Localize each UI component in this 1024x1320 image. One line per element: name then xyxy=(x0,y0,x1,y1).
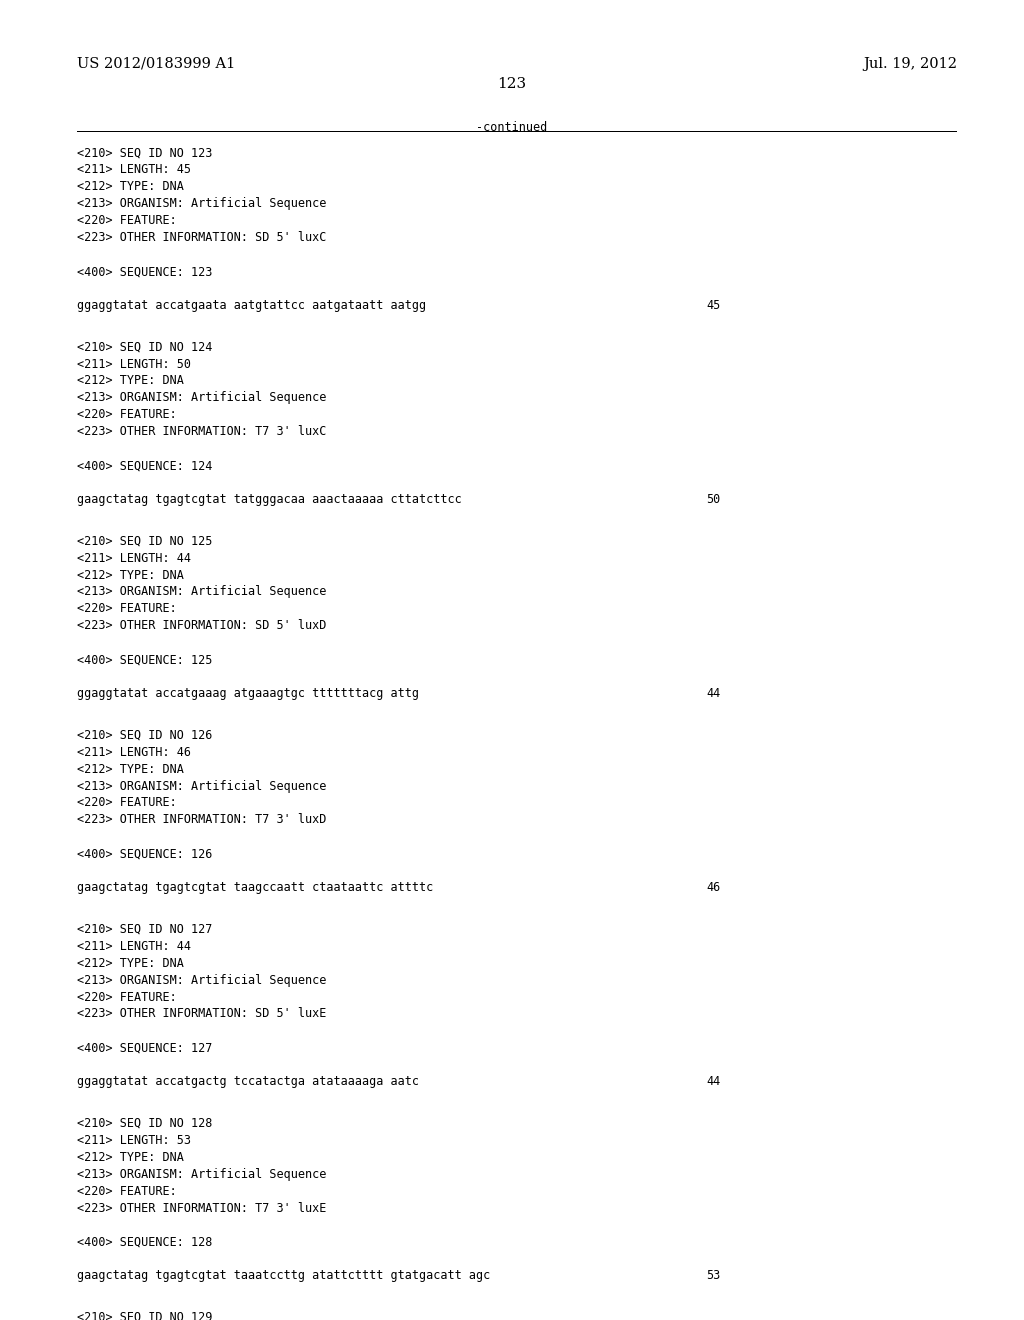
Text: 44: 44 xyxy=(707,688,721,700)
Text: <213> ORGANISM: Artificial Sequence: <213> ORGANISM: Artificial Sequence xyxy=(77,780,327,792)
Text: <210> SEQ ID NO 128: <210> SEQ ID NO 128 xyxy=(77,1117,212,1130)
Text: 50: 50 xyxy=(707,494,721,506)
Text: <400> SEQUENCE: 125: <400> SEQUENCE: 125 xyxy=(77,653,212,667)
Text: <400> SEQUENCE: 124: <400> SEQUENCE: 124 xyxy=(77,459,212,473)
Text: <210> SEQ ID NO 125: <210> SEQ ID NO 125 xyxy=(77,535,212,548)
Text: <223> OTHER INFORMATION: SD 5' luxD: <223> OTHER INFORMATION: SD 5' luxD xyxy=(77,619,327,632)
Text: <220> FEATURE:: <220> FEATURE: xyxy=(77,796,176,809)
Text: <211> LENGTH: 44: <211> LENGTH: 44 xyxy=(77,940,190,953)
Text: ggaggtatat accatgactg tccatactga atataaaaga aatc: ggaggtatat accatgactg tccatactga atataaa… xyxy=(77,1076,419,1088)
Text: <213> ORGANISM: Artificial Sequence: <213> ORGANISM: Artificial Sequence xyxy=(77,1168,327,1180)
Text: <210> SEQ ID NO 123: <210> SEQ ID NO 123 xyxy=(77,147,212,160)
Text: <212> TYPE: DNA: <212> TYPE: DNA xyxy=(77,763,183,776)
Text: <220> FEATURE:: <220> FEATURE: xyxy=(77,990,176,1003)
Text: <213> ORGANISM: Artificial Sequence: <213> ORGANISM: Artificial Sequence xyxy=(77,974,327,986)
Text: Jul. 19, 2012: Jul. 19, 2012 xyxy=(863,57,957,71)
Text: gaagctatag tgagtcgtat taaatccttg atattctttt gtatgacatt agc: gaagctatag tgagtcgtat taaatccttg atattct… xyxy=(77,1270,490,1282)
Text: <213> ORGANISM: Artificial Sequence: <213> ORGANISM: Artificial Sequence xyxy=(77,392,327,404)
Text: US 2012/0183999 A1: US 2012/0183999 A1 xyxy=(77,57,236,71)
Text: <213> ORGANISM: Artificial Sequence: <213> ORGANISM: Artificial Sequence xyxy=(77,586,327,598)
Text: <210> SEQ ID NO 127: <210> SEQ ID NO 127 xyxy=(77,923,212,936)
Text: <212> TYPE: DNA: <212> TYPE: DNA xyxy=(77,569,183,582)
Text: <220> FEATURE:: <220> FEATURE: xyxy=(77,408,176,421)
Text: <223> OTHER INFORMATION: T7 3' luxE: <223> OTHER INFORMATION: T7 3' luxE xyxy=(77,1201,327,1214)
Text: <212> TYPE: DNA: <212> TYPE: DNA xyxy=(77,375,183,388)
Text: <211> LENGTH: 50: <211> LENGTH: 50 xyxy=(77,358,190,371)
Text: 45: 45 xyxy=(707,300,721,312)
Text: ggaggtatat accatgaata aatgtattcc aatgataatt aatgg: ggaggtatat accatgaata aatgtattcc aatgata… xyxy=(77,300,426,312)
Text: <210> SEQ ID NO 129: <210> SEQ ID NO 129 xyxy=(77,1311,212,1320)
Text: <211> LENGTH: 46: <211> LENGTH: 46 xyxy=(77,746,190,759)
Text: 44: 44 xyxy=(707,1076,721,1088)
Text: <220> FEATURE:: <220> FEATURE: xyxy=(77,214,176,227)
Text: gaagctatag tgagtcgtat tatgggacaa aaactaaaaa cttatcttcc: gaagctatag tgagtcgtat tatgggacaa aaactaa… xyxy=(77,494,462,506)
Text: <223> OTHER INFORMATION: SD 5' luxE: <223> OTHER INFORMATION: SD 5' luxE xyxy=(77,1007,327,1020)
Text: <212> TYPE: DNA: <212> TYPE: DNA xyxy=(77,1151,183,1164)
Text: <220> FEATURE:: <220> FEATURE: xyxy=(77,1184,176,1197)
Text: 53: 53 xyxy=(707,1270,721,1282)
Text: <223> OTHER INFORMATION: T7 3' luxC: <223> OTHER INFORMATION: T7 3' luxC xyxy=(77,425,327,438)
Text: <400> SEQUENCE: 126: <400> SEQUENCE: 126 xyxy=(77,847,212,861)
Text: <211> LENGTH: 45: <211> LENGTH: 45 xyxy=(77,164,190,177)
Text: 123: 123 xyxy=(498,77,526,91)
Text: <211> LENGTH: 53: <211> LENGTH: 53 xyxy=(77,1134,190,1147)
Text: gaagctatag tgagtcgtat taagccaatt ctaataattc attttc: gaagctatag tgagtcgtat taagccaatt ctaataa… xyxy=(77,882,433,894)
Text: <223> OTHER INFORMATION: T7 3' luxD: <223> OTHER INFORMATION: T7 3' luxD xyxy=(77,813,327,826)
Text: <400> SEQUENCE: 128: <400> SEQUENCE: 128 xyxy=(77,1236,212,1249)
Text: <210> SEQ ID NO 126: <210> SEQ ID NO 126 xyxy=(77,729,212,742)
Text: <212> TYPE: DNA: <212> TYPE: DNA xyxy=(77,181,183,194)
Text: -continued: -continued xyxy=(476,121,548,135)
Text: <210> SEQ ID NO 124: <210> SEQ ID NO 124 xyxy=(77,341,212,354)
Text: <212> TYPE: DNA: <212> TYPE: DNA xyxy=(77,957,183,970)
Text: <223> OTHER INFORMATION: SD 5' luxC: <223> OTHER INFORMATION: SD 5' luxC xyxy=(77,231,327,244)
Text: 46: 46 xyxy=(707,882,721,894)
Text: <211> LENGTH: 44: <211> LENGTH: 44 xyxy=(77,552,190,565)
Text: ggaggtatat accatgaaag atgaaagtgc tttttttacg attg: ggaggtatat accatgaaag atgaaagtgc ttttttt… xyxy=(77,688,419,700)
Text: <220> FEATURE:: <220> FEATURE: xyxy=(77,602,176,615)
Text: <400> SEQUENCE: 127: <400> SEQUENCE: 127 xyxy=(77,1041,212,1055)
Text: <400> SEQUENCE: 123: <400> SEQUENCE: 123 xyxy=(77,265,212,279)
Text: <213> ORGANISM: Artificial Sequence: <213> ORGANISM: Artificial Sequence xyxy=(77,198,327,210)
